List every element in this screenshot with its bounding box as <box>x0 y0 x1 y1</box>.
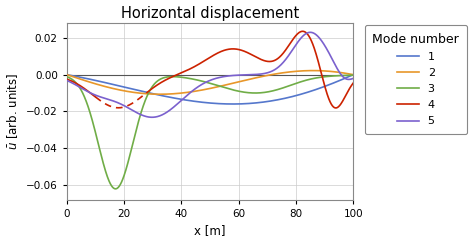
3 <box>290 83 295 86</box>
5 <box>203 81 209 84</box>
4 <box>185 69 191 71</box>
Y-axis label: $\bar{u}$ [arb. units]: $\bar{u}$ [arb. units] <box>6 73 20 150</box>
1 <box>64 73 70 76</box>
3 <box>196 79 201 82</box>
2 <box>157 93 163 96</box>
Line: 4: 4 <box>147 31 353 108</box>
1 <box>342 77 348 80</box>
3 <box>79 89 84 92</box>
Line: 2: 2 <box>67 70 353 94</box>
1 <box>230 103 236 105</box>
1 <box>350 73 356 76</box>
4 <box>281 51 286 54</box>
1 <box>203 101 209 104</box>
4 <box>300 30 306 33</box>
5 <box>350 77 356 80</box>
5 <box>196 85 201 88</box>
Line: 1: 1 <box>67 75 353 104</box>
3 <box>350 74 356 77</box>
2 <box>64 73 70 76</box>
4 <box>144 91 150 94</box>
3 <box>342 74 348 77</box>
2 <box>290 70 295 73</box>
5 <box>149 116 155 119</box>
3 <box>203 81 209 84</box>
4 <box>190 66 196 69</box>
1 <box>342 77 348 80</box>
Line: 5: 5 <box>67 32 353 117</box>
2 <box>342 72 348 75</box>
2 <box>203 88 209 91</box>
4 <box>326 97 332 100</box>
1 <box>79 76 84 79</box>
2 <box>350 73 356 76</box>
2 <box>79 78 84 81</box>
Legend: 1, 2, 3, 4, 5: 1, 2, 3, 4, 5 <box>365 25 467 134</box>
3 <box>113 187 118 190</box>
Line: 3: 3 <box>67 75 353 189</box>
4 <box>350 82 356 85</box>
4 <box>213 52 219 55</box>
X-axis label: x [m]: x [m] <box>194 225 226 237</box>
3 <box>64 75 70 78</box>
2 <box>310 69 316 72</box>
5 <box>308 31 313 34</box>
2 <box>196 89 201 92</box>
5 <box>290 48 295 51</box>
3 <box>342 74 348 77</box>
1 <box>290 95 295 98</box>
2 <box>342 72 348 75</box>
5 <box>342 77 348 80</box>
5 <box>79 87 84 90</box>
4 <box>333 106 338 109</box>
5 <box>342 77 348 80</box>
4 <box>308 38 313 41</box>
Title: Horizontal displacement: Horizontal displacement <box>121 6 299 21</box>
1 <box>196 100 201 103</box>
5 <box>64 79 70 82</box>
